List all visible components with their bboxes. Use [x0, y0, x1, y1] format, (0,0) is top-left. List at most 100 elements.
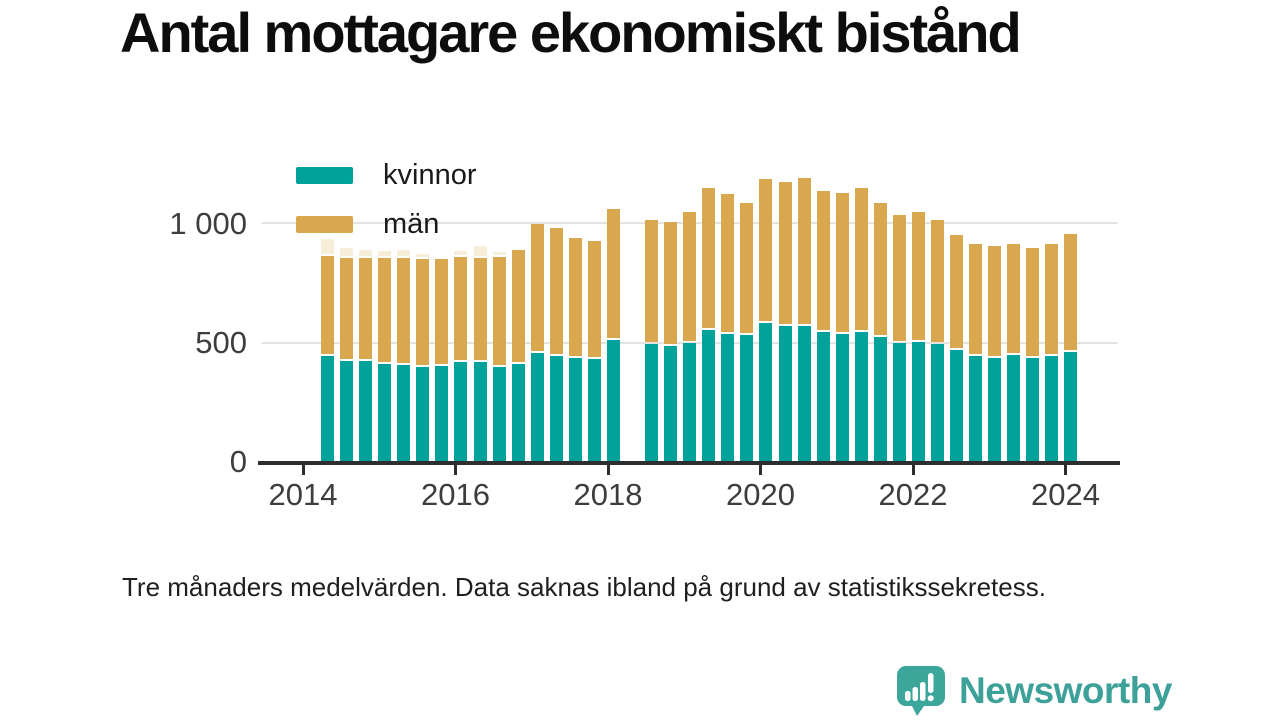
- bar-segment-kvinnor: [702, 330, 716, 462]
- bar-segment-man: [321, 255, 334, 355]
- bar-segment-man: [416, 259, 430, 366]
- bar-segment-man: [778, 182, 792, 325]
- bar-segment-faded: [492, 252, 506, 255]
- bar-segment-faded: [397, 249, 411, 256]
- legend-label-man: män: [383, 208, 440, 240]
- bar-segment-man: [340, 258, 354, 360]
- bar-segment-kvinnor: [416, 367, 430, 462]
- x-axis-tick-label: 2018: [573, 477, 643, 512]
- bar-segment-kvinnor: [549, 356, 563, 462]
- bar-segment-kvinnor: [1045, 356, 1059, 462]
- bar-segment-kvinnor: [1064, 351, 1078, 462]
- bar-segment-man: [988, 246, 1002, 356]
- bar-segment-man: [645, 219, 659, 343]
- bar-segment-man: [759, 178, 773, 321]
- x-axis-tick: [606, 463, 610, 475]
- bar-segment-kvinnor: [797, 326, 811, 462]
- gridline-500: [262, 342, 1118, 344]
- bar-segment-kvinnor: [492, 367, 506, 462]
- legend-label-kvinnor: kvinnor: [383, 159, 477, 191]
- bar-segment-kvinnor: [435, 366, 449, 462]
- bar-segment-kvinnor: [873, 337, 887, 462]
- bar-segment-man: [816, 190, 830, 331]
- bar-segment-kvinnor: [892, 343, 906, 462]
- bar-segment-kvinnor: [854, 332, 868, 462]
- bar-segment-man: [568, 237, 582, 356]
- bar-segment-kvinnor: [454, 362, 468, 462]
- bar-segment-faded: [454, 250, 468, 255]
- y-axis-tick-label: 500: [195, 325, 247, 360]
- branding: Newsworthy: [895, 664, 1172, 716]
- bar-segment-man: [473, 258, 487, 361]
- bar-segment-kvinnor: [397, 364, 411, 462]
- bar-segment-man: [492, 256, 506, 366]
- bar-segment-man: [969, 243, 983, 355]
- x-axis-tick: [454, 463, 457, 475]
- y-axis-tick-label: 0: [229, 444, 247, 479]
- x-axis-tick-label: 2016: [421, 477, 490, 512]
- bar-segment-faded: [359, 249, 373, 256]
- bar-segment-kvinnor: [587, 358, 601, 462]
- bar-segment-man: [1064, 234, 1078, 350]
- bar-segment-man: [664, 222, 678, 344]
- bar-segment-man: [873, 202, 887, 336]
- bar-segment-kvinnor: [778, 326, 792, 462]
- legend: kvinnor män: [296, 161, 477, 265]
- bar-segment-kvinnor: [568, 357, 582, 462]
- bar-segment-kvinnor: [606, 339, 620, 462]
- x-axis-tick: [911, 463, 915, 475]
- legend-swatch-man: [296, 216, 353, 233]
- bar-segment-man: [359, 258, 373, 360]
- bar-segment-kvinnor: [664, 345, 678, 462]
- bar-segment-man: [378, 258, 392, 362]
- chart-title: Antal mottagare ekonomiskt bistånd: [120, 1, 1022, 64]
- bar-segment-kvinnor: [835, 333, 849, 462]
- bar-segment-man: [892, 214, 906, 342]
- bar-segment-man: [702, 188, 716, 328]
- bar-segment-man: [435, 259, 449, 364]
- bar-segment-man: [721, 194, 735, 332]
- x-axis-tick: [1064, 463, 1067, 475]
- bar-segment-kvinnor: [759, 322, 773, 462]
- bar-segment-man: [911, 212, 925, 340]
- bar-segment-man: [854, 188, 868, 331]
- bar-segment-man: [587, 241, 601, 357]
- bar-segment-man: [530, 224, 544, 351]
- x-axis-tick-label: 2014: [268, 477, 338, 512]
- branding-wordmark: Newsworthy: [959, 669, 1172, 711]
- bar-segment-faded: [321, 238, 334, 254]
- bar-segment-kvinnor: [378, 363, 392, 462]
- bar-segment-man: [683, 212, 697, 342]
- bar-segment-man: [797, 177, 811, 325]
- bar-segment-kvinnor: [530, 352, 544, 462]
- bar-segment-man: [606, 208, 620, 338]
- bar-segment-kvinnor: [359, 361, 373, 462]
- bar-segment-man: [950, 235, 964, 349]
- bar-segment-man: [1045, 243, 1059, 355]
- bar-segment-kvinnor: [473, 362, 487, 462]
- bar-segment-kvinnor: [969, 356, 983, 462]
- bar-segment-man: [397, 258, 411, 363]
- legend-item-man: män: [296, 210, 477, 239]
- bar-segment-kvinnor: [683, 343, 697, 462]
- x-axis-tick: [301, 463, 305, 475]
- bar-segment-kvinnor: [740, 334, 754, 462]
- bar-segment-man: [1007, 243, 1021, 354]
- bar-segment-man: [931, 219, 944, 343]
- bar-segment-kvinnor: [950, 350, 964, 462]
- bar-segment-faded: [378, 250, 392, 256]
- bar-segment-kvinnor: [1007, 355, 1021, 462]
- bar-segment-kvinnor: [816, 332, 830, 462]
- bar-segment-kvinnor: [511, 363, 525, 462]
- bar-segment-kvinnor: [911, 342, 925, 462]
- x-axis-tick-label: 2020: [726, 477, 795, 512]
- bar-segment-man: [740, 202, 754, 333]
- bar-segment-kvinnor: [321, 356, 334, 462]
- bar-segment-kvinnor: [645, 344, 659, 462]
- bar-segment-kvinnor: [340, 361, 354, 462]
- x-axis-tick-label: 2024: [1031, 477, 1100, 512]
- bar-segment-faded: [416, 254, 430, 258]
- x-axis-line: [258, 461, 1120, 465]
